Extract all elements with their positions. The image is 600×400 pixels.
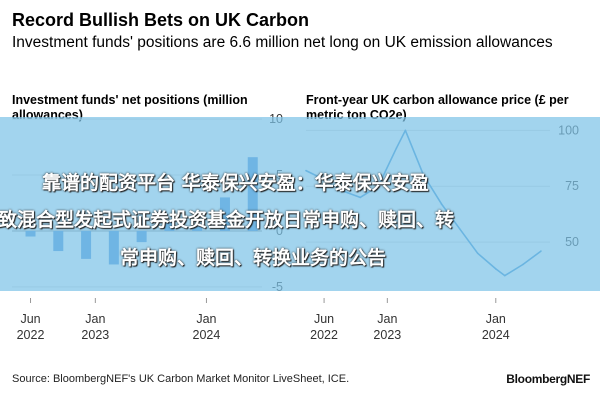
overlay-text-line-1: 靠谱的配资平台 华泰保兴安盈：华泰保兴安盈 xyxy=(42,172,429,194)
source-note: Source: BloombergNEF's UK Carbon Market … xyxy=(12,373,350,385)
right-x-tick-month: Jun xyxy=(314,312,334,326)
right-x-tick-year: 2024 xyxy=(482,328,510,342)
chart-subtitle: Investment funds' positions are 6.6 mill… xyxy=(12,34,553,51)
left-x-tick-month: Jun xyxy=(20,312,40,326)
overlay-text-line-3: 常申购、赎回、转换业务的公告 xyxy=(120,247,387,269)
left-x-tick-year: 2024 xyxy=(193,328,221,342)
left-x-tick-month: Jan xyxy=(196,312,216,326)
left-x-tick-year: 2023 xyxy=(81,328,109,342)
right-x-tick-year: 2023 xyxy=(373,328,401,342)
watermark-overlay-band xyxy=(0,117,600,291)
brand-logo-text: BloombergNEF xyxy=(506,372,590,386)
overlay-text-line-2: 致混合型发起式证券投资基金开放日常申购、赎回、转 xyxy=(0,209,455,231)
right-x-tick-year: 2022 xyxy=(310,328,338,342)
left-x-tick-month: Jan xyxy=(85,312,105,326)
left-x-tick-labels: Jun 2022 Jan 2023 Jan 2024 xyxy=(17,312,221,342)
chart-title: Record Bullish Bets on UK Carbon xyxy=(12,10,310,30)
right-x-tick-labels: Jun 2022 Jan 2023 Jan 2024 xyxy=(310,312,510,342)
left-x-tick-year: 2022 xyxy=(17,328,45,342)
right-x-tick-month: Jan xyxy=(377,312,397,326)
right-x-tick-month: Jan xyxy=(486,312,506,326)
